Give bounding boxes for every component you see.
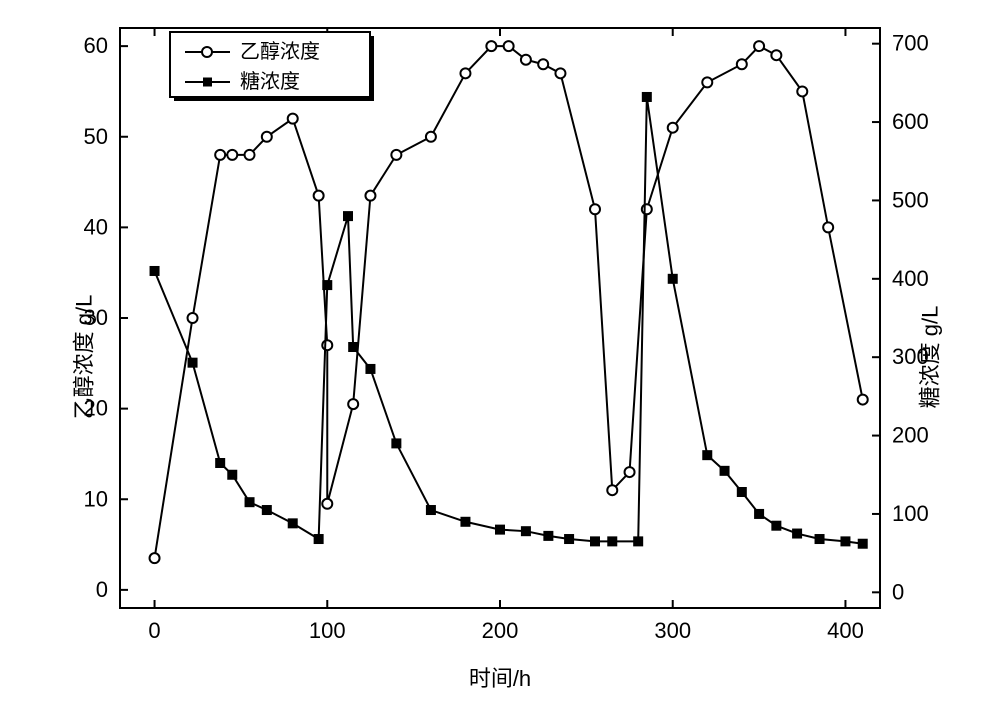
y2-axis-label: 糖浓度 g/L <box>913 305 945 408</box>
svg-text:200: 200 <box>482 618 519 643</box>
svg-text:400: 400 <box>827 618 864 643</box>
y1-axis-label: 乙醇浓度 g/L <box>66 294 98 419</box>
svg-text:400: 400 <box>892 266 929 291</box>
svg-text:100: 100 <box>309 618 346 643</box>
svg-text:40: 40 <box>84 214 108 239</box>
svg-text:0: 0 <box>148 618 160 643</box>
chart-container: 0100200300400010203040506001002003004005… <box>0 0 1000 713</box>
svg-text:乙醇浓度: 乙醇浓度 <box>240 40 320 63</box>
svg-text:600: 600 <box>892 109 929 134</box>
svg-text:0: 0 <box>892 579 904 604</box>
chart-svg: 0100200300400010203040506001002003004005… <box>0 0 1000 713</box>
svg-text:60: 60 <box>84 33 108 58</box>
svg-text:糖浓度: 糖浓度 <box>240 70 300 93</box>
svg-text:700: 700 <box>892 31 929 56</box>
svg-text:300: 300 <box>654 618 691 643</box>
svg-text:10: 10 <box>84 486 108 511</box>
svg-text:500: 500 <box>892 187 929 212</box>
svg-text:100: 100 <box>892 501 929 526</box>
svg-text:50: 50 <box>84 124 108 149</box>
svg-text:0: 0 <box>96 577 108 602</box>
x-axis-label: 时间/h <box>469 661 531 693</box>
svg-text:200: 200 <box>892 423 929 448</box>
